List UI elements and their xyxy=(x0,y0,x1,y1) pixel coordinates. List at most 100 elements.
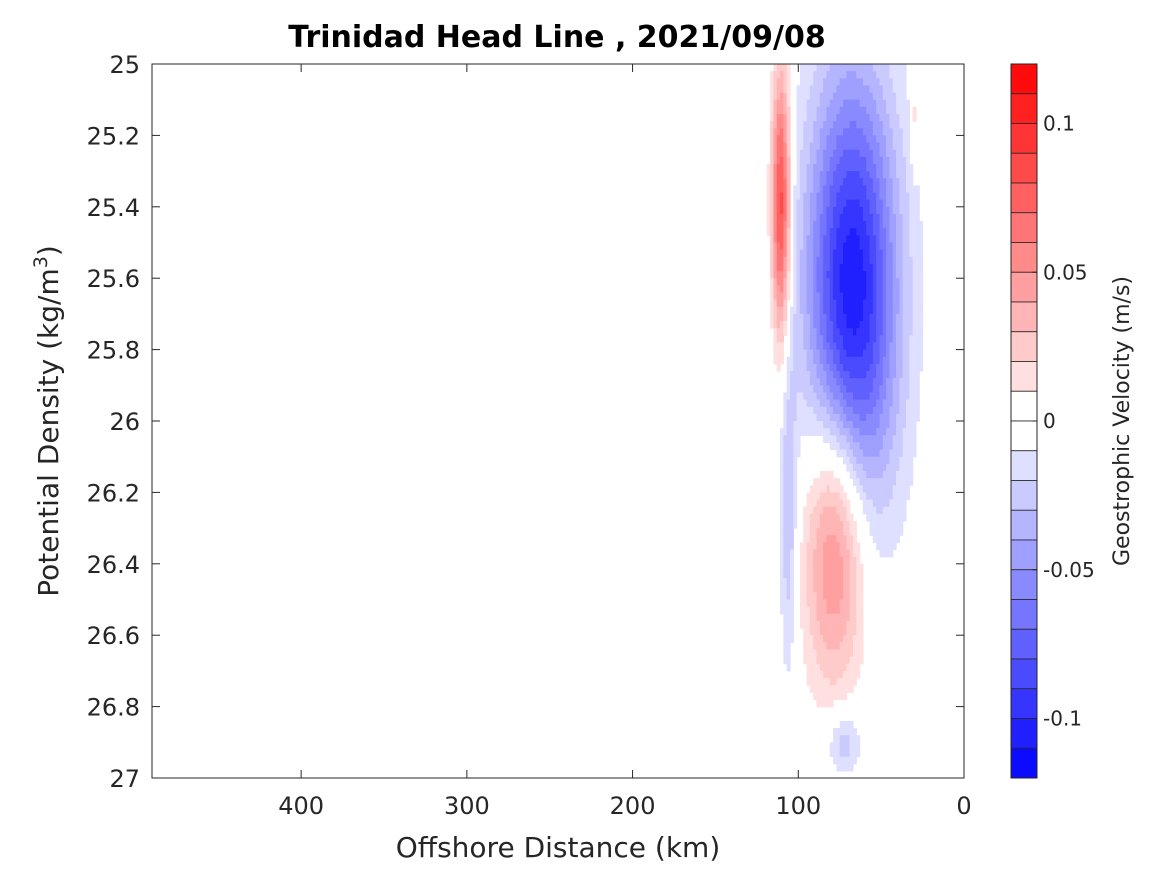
contour-cell xyxy=(833,535,837,543)
contour-cell xyxy=(902,199,907,208)
contour-cell xyxy=(799,335,804,344)
colorbar-band xyxy=(1010,361,1038,392)
contour-cell xyxy=(859,213,864,222)
contour-cell xyxy=(796,221,801,229)
contour-cell xyxy=(896,499,900,508)
contour-cell xyxy=(770,171,775,179)
contour-cell xyxy=(829,499,834,508)
contour-cell xyxy=(790,428,794,436)
contour-cell xyxy=(879,335,884,344)
contour-cell xyxy=(912,292,917,301)
contour-cell xyxy=(862,235,867,244)
contour-cell xyxy=(896,328,900,336)
contour-cell xyxy=(833,321,837,329)
contour-cell xyxy=(776,92,781,101)
contour-cell xyxy=(906,463,910,472)
contour-cell xyxy=(866,213,871,222)
contour-cell xyxy=(826,156,831,165)
contour-cell xyxy=(872,528,877,536)
contour-cell xyxy=(783,263,788,272)
contour-cell xyxy=(856,285,861,294)
contour-cell xyxy=(833,428,837,436)
contour-cell xyxy=(892,335,897,344)
contour-cell xyxy=(843,549,847,558)
contour-cell xyxy=(766,213,771,222)
contour-cell xyxy=(783,542,788,551)
contour-cell xyxy=(819,342,824,351)
contour-cell xyxy=(843,321,847,329)
contour-cell xyxy=(826,535,831,543)
contour-cell xyxy=(859,378,864,386)
contour-cell xyxy=(816,256,821,265)
contour-cell xyxy=(823,64,828,72)
contour-cell xyxy=(780,563,784,572)
contour-cell xyxy=(819,663,824,672)
contour-cell xyxy=(796,435,801,444)
contour-cell xyxy=(783,449,788,458)
contour-cell xyxy=(799,606,804,615)
contour-cell xyxy=(790,342,794,351)
contour-cell xyxy=(836,221,841,229)
contour-cell xyxy=(899,113,904,122)
contour-cell xyxy=(899,271,904,279)
contour-cell xyxy=(849,256,854,265)
contour-cell xyxy=(846,321,851,329)
contour-cell xyxy=(892,163,897,172)
contour-cell xyxy=(846,628,851,636)
contour-cell xyxy=(823,578,828,586)
contour-cell xyxy=(776,242,781,251)
contour-cell xyxy=(849,71,854,79)
contour-cell xyxy=(839,592,844,601)
contour-cell xyxy=(919,242,924,251)
contour-cell xyxy=(846,406,851,415)
contour-cell xyxy=(896,99,900,108)
contour-cell xyxy=(862,221,867,229)
contour-cell xyxy=(839,349,844,358)
contour-cell xyxy=(849,542,854,551)
contour-cell xyxy=(856,470,861,479)
contour-cell xyxy=(806,613,811,622)
contour-cell xyxy=(780,113,784,122)
contour-cell xyxy=(796,206,801,215)
contour-cell xyxy=(829,470,834,479)
contour-cell xyxy=(889,385,894,394)
contour-cell xyxy=(790,328,794,336)
contour-cell xyxy=(876,64,881,72)
contour-cell xyxy=(796,292,801,301)
contour-cell xyxy=(803,242,808,251)
contour-cell xyxy=(876,456,881,465)
contour-cell xyxy=(816,185,821,194)
contour-cell xyxy=(836,356,841,365)
contour-cell xyxy=(836,278,841,286)
contour-cell xyxy=(859,470,864,479)
contour-cell xyxy=(793,313,798,322)
contour-cell xyxy=(780,163,784,172)
contour-cell xyxy=(909,399,914,408)
contour-cell xyxy=(852,78,857,87)
contour-cell xyxy=(796,321,801,329)
contour-cell xyxy=(843,171,847,179)
contour-cell xyxy=(846,121,851,129)
contour-cell xyxy=(836,163,841,172)
contour-cell xyxy=(862,178,867,186)
contour-cell xyxy=(790,592,794,601)
contour-cell xyxy=(912,328,917,336)
contour-cell xyxy=(803,642,808,651)
contour-cell xyxy=(813,563,818,572)
contour-cell xyxy=(892,435,897,444)
contour-cell xyxy=(783,435,788,444)
contour-cell xyxy=(806,371,811,379)
contour-cell xyxy=(796,92,801,101)
contour-cell xyxy=(783,235,788,244)
contour-cell xyxy=(852,356,857,365)
contour-cell xyxy=(852,478,857,486)
contour-cell xyxy=(803,163,808,172)
contour-cell xyxy=(896,435,900,444)
contour-cell xyxy=(879,121,884,129)
contour-cell xyxy=(889,163,894,172)
contour-cell xyxy=(892,285,897,294)
contour-cell xyxy=(906,428,910,436)
contour-cell xyxy=(849,620,854,629)
contour-cell xyxy=(906,271,910,279)
contour-cell xyxy=(896,463,900,472)
